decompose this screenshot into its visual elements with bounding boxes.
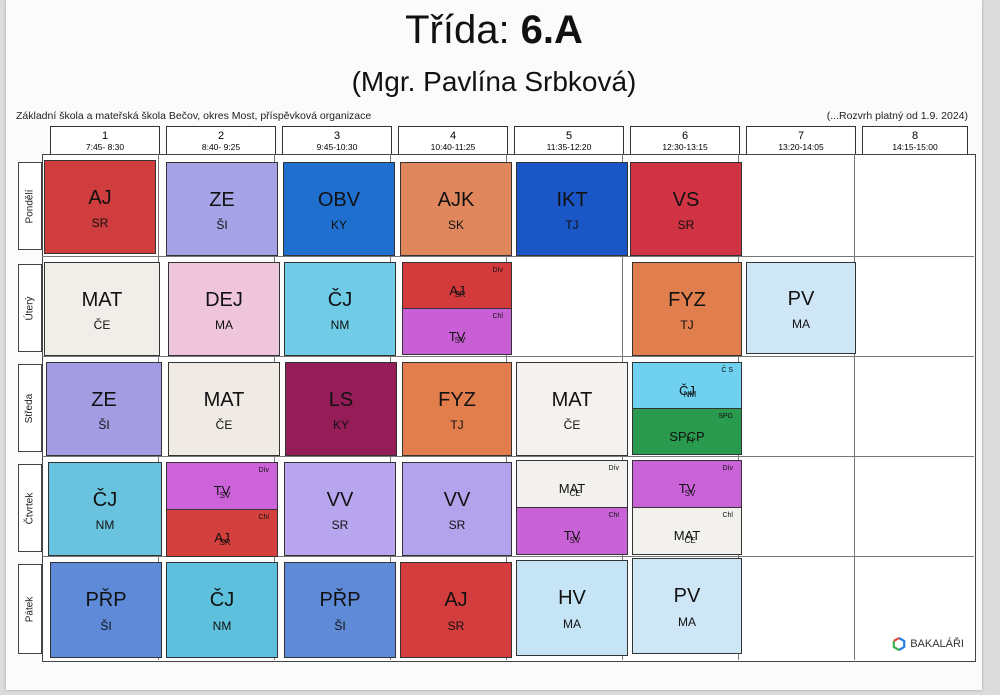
school-name: Základní škola a mateřská škola Bečov, o… [16, 110, 372, 122]
lesson-cell[interactable]: MAT ČE [168, 362, 280, 456]
lesson-cell-half[interactable]: Chl AJ SR [166, 509, 278, 557]
grid-line [42, 556, 974, 557]
lesson-cell[interactable]: IKT TJ [516, 162, 628, 256]
page-title: Třída: 6.A [405, 8, 583, 52]
grid-line [42, 456, 974, 457]
lesson-cell-half[interactable]: SPG SPCP FI [632, 408, 742, 455]
lesson-cell-half[interactable]: Dív TV SV [632, 460, 742, 508]
lesson-cell-half[interactable]: Č S ČJ NM [632, 362, 742, 409]
lesson-cell[interactable]: MAT ČE [44, 262, 160, 356]
bakalari-logo-icon [892, 637, 906, 651]
lesson-cell[interactable]: PŘP ŠI [50, 562, 162, 658]
lesson-cell[interactable]: FYZ TJ [632, 262, 742, 356]
period-header-6: 6 12:30-13:15 [630, 126, 740, 155]
lesson-cell[interactable]: ZE ŠI [46, 362, 162, 456]
valid-from: (...Rozvrh platný od 1.9. 2024) [826, 110, 968, 122]
period-header-3: 3 9:45-10:30 [282, 126, 392, 155]
period-header-4: 4 10:40-11:25 [398, 126, 508, 155]
lesson-cell[interactable]: PV MA [632, 558, 742, 654]
grid-line [42, 256, 974, 257]
lesson-cell[interactable]: ČJ NM [284, 262, 396, 356]
grid-line [42, 356, 974, 357]
lesson-cell-half[interactable]: Chl MAT ČE [632, 507, 742, 555]
period-header-7: 7 13:20-14:05 [746, 126, 856, 155]
lesson-cell[interactable]: ČJ NM [48, 462, 162, 556]
day-label-tuesday: Úterý [18, 264, 42, 352]
period-header-2: 2 8:40- 9:25 [166, 126, 276, 155]
lesson-cell[interactable]: HV MA [516, 560, 628, 656]
lesson-cell[interactable]: FYZ TJ [402, 362, 512, 456]
lesson-cell-half[interactable]: Chl TV SV [402, 308, 512, 355]
bakalari-logo: BAKALÁŘI [892, 637, 964, 651]
period-header-1: 1 7:45- 8:30 [50, 126, 160, 155]
day-label-wednesday: Středa [18, 364, 42, 452]
timetable-sheet: Třída: 6.A (Mgr. Pavlína Srbková) Základ… [6, 0, 982, 690]
lesson-cell[interactable]: VS SR [630, 162, 742, 256]
lesson-cell[interactable]: AJK SK [400, 162, 512, 256]
lesson-cell[interactable]: ZE ŠI [166, 162, 278, 256]
day-label-thursday: Čtvrtek [18, 464, 42, 552]
lesson-cell-half[interactable]: Dív TV SV [166, 462, 278, 510]
lesson-cell[interactable]: LS KY [285, 362, 397, 456]
lesson-cell[interactable]: ČJ NM [166, 562, 278, 658]
lesson-cell-half[interactable]: Dív MAT ČE [516, 460, 628, 508]
lesson-cell[interactable]: AJ SR [44, 160, 156, 254]
day-label-friday: Pátek [18, 564, 42, 654]
lesson-cell[interactable]: VV SR [284, 462, 396, 556]
grid-line [854, 154, 855, 660]
lesson-cell[interactable]: PŘP ŠI [284, 562, 396, 658]
period-header-8: 8 14:15-15:00 [862, 126, 968, 155]
lesson-cell[interactable]: PV MA [746, 262, 856, 354]
day-label-monday: Pondělí [18, 162, 42, 250]
lesson-cell[interactable]: AJ SR [400, 562, 512, 658]
lesson-cell-half[interactable]: Chl TV SV [516, 507, 628, 555]
lesson-cell-half[interactable]: Dív AJ SR [402, 262, 512, 309]
lesson-cell[interactable]: OBV KY [283, 162, 395, 256]
lesson-cell[interactable]: VV SR [402, 462, 512, 556]
class-teacher: (Mgr. Pavlína Srbková) [351, 66, 637, 97]
lesson-cell[interactable]: MAT ČE [516, 362, 628, 456]
period-header-5: 5 11:35-12:20 [514, 126, 624, 155]
lesson-cell[interactable]: DEJ MA [168, 262, 280, 356]
